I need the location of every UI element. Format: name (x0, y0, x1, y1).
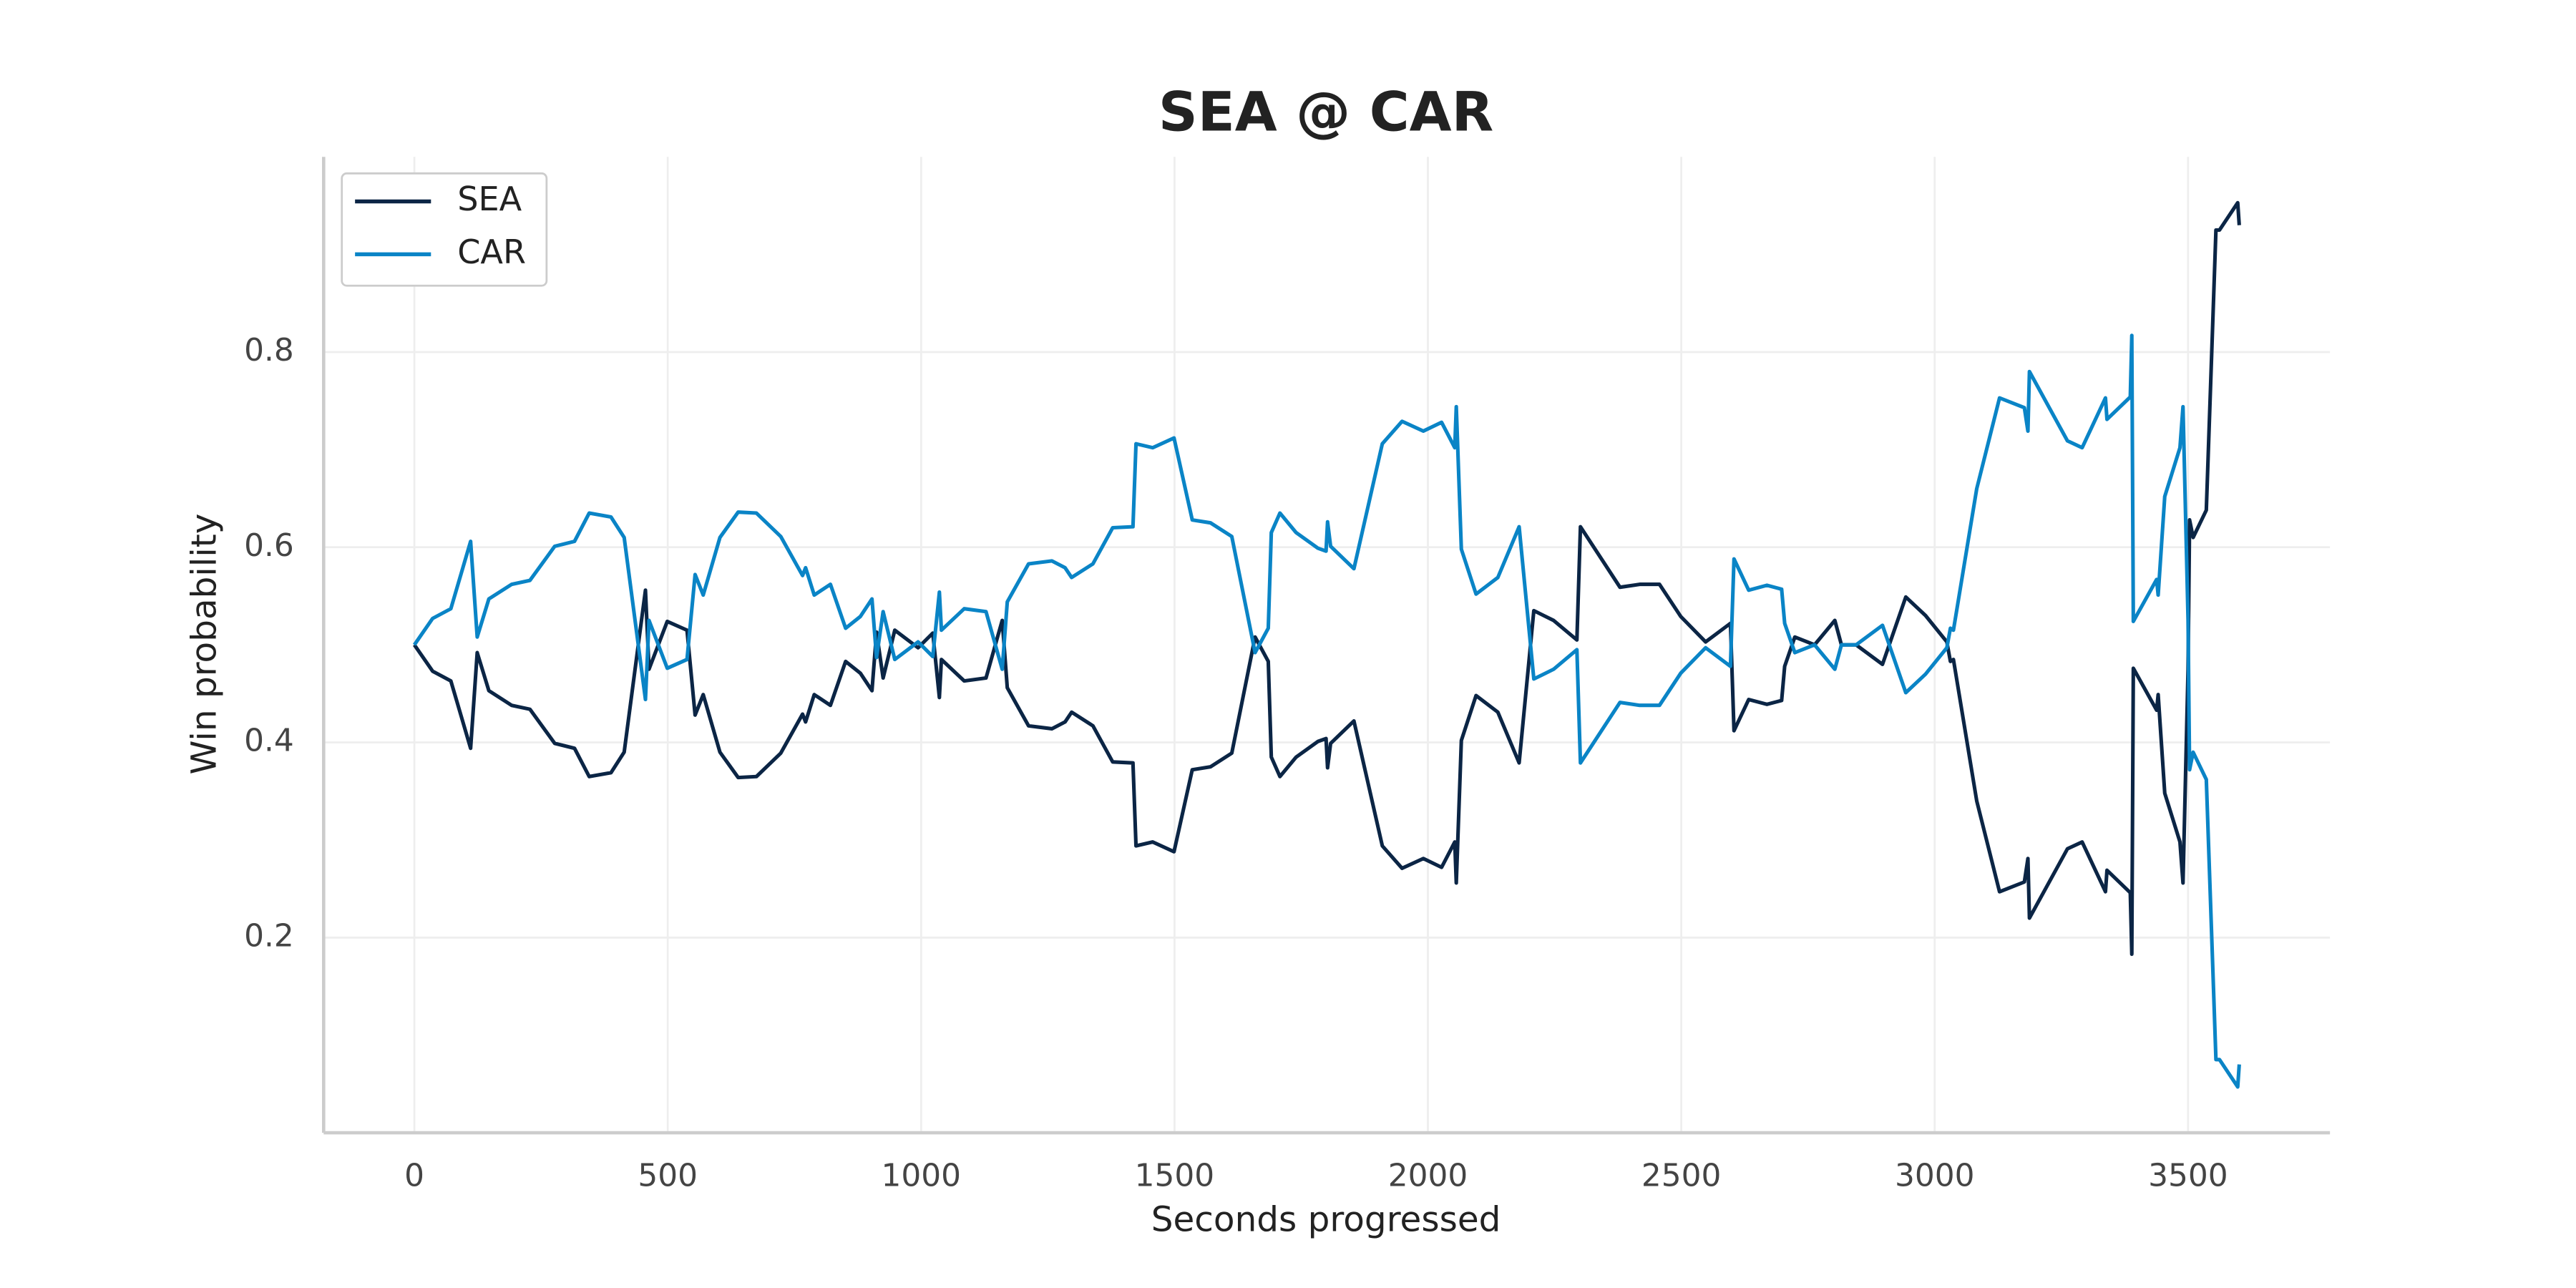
series-line (412, 333, 2241, 1089)
y-tick-label: 0.4 (244, 723, 294, 759)
chart-title: SEA @ CAR (1158, 80, 1493, 144)
x-tick-label: 3500 (2148, 1157, 2228, 1194)
x-tick-label: 3000 (1895, 1157, 1975, 1194)
x-tick-label: 1500 (1135, 1157, 1215, 1194)
x-tick-label: 500 (638, 1157, 698, 1194)
x-tick-label: 1000 (882, 1157, 962, 1194)
x-axis-label: Seconds progressed (1151, 1200, 1501, 1240)
y-tick-label: 0.8 (244, 332, 294, 369)
x-tick-label: 2500 (1641, 1157, 1722, 1194)
legend-label: CAR (457, 233, 526, 271)
y-tick-label: 0.2 (244, 917, 294, 954)
series-line (412, 200, 2241, 957)
y-tick-label: 0.6 (244, 527, 294, 564)
x-tick-label: 2000 (1388, 1157, 1468, 1194)
y-axis-label: Win probability (184, 514, 224, 775)
x-tick-label: 0 (404, 1157, 424, 1194)
legend-label: SEA (457, 180, 522, 218)
